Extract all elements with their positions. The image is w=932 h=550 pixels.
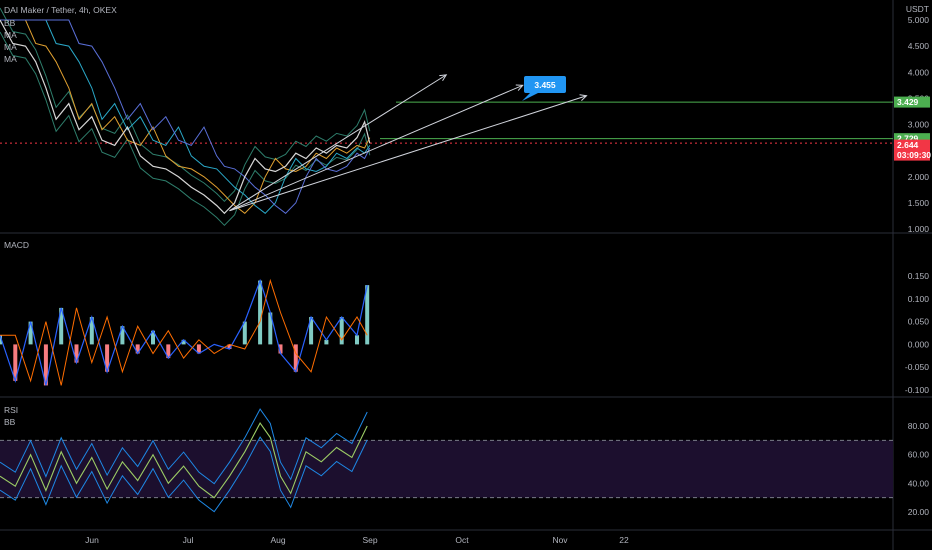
macd-histogram-bar [28, 321, 33, 345]
price-line[interactable] [0, 19, 371, 215]
time-tick-label: Aug [270, 535, 285, 545]
macd-histogram-bar [13, 344, 18, 381]
indicator-ma1-label[interactable]: MA [4, 30, 17, 40]
macd-histogram-bar [59, 307, 64, 345]
macd-histogram-bar [135, 344, 140, 354]
trend-arrow-head [515, 84, 524, 91]
currency-label: USDT [906, 4, 929, 14]
macd-histogram-bar [268, 312, 273, 345]
price-tag-label: 2.729 [897, 134, 919, 144]
indicator-bb-label[interactable]: BB [4, 18, 16, 28]
ma-orange-line [0, 19, 371, 214]
price-tick-label: 4.000 [908, 67, 930, 77]
callout-label: 3.455 [534, 80, 556, 90]
rsi-tick-label: 80.00 [908, 421, 930, 431]
rsi-bb-upper-line [0, 408, 368, 485]
rsi-bb-lower-line [0, 436, 368, 513]
macd-histogram-bar [355, 335, 359, 345]
macd-histogram-bar [181, 339, 186, 345]
macd-histogram-bar [166, 344, 171, 359]
ma-blue-line [0, 19, 371, 214]
time-tick-label: 22 [619, 535, 629, 545]
macd-histogram-bar [278, 344, 283, 354]
trend-arrow-line[interactable] [229, 74, 447, 212]
macd-histogram-bar [105, 344, 110, 372]
rsi-line[interactable] [0, 422, 368, 499]
macd-signal-line [0, 278, 368, 386]
time-tick-label: Jul [183, 535, 194, 545]
callout-pointer [522, 93, 538, 101]
macd-histogram-bar [89, 317, 94, 345]
trend-arrow-line[interactable] [229, 84, 523, 212]
macd-tick-label: 0.150 [908, 271, 930, 281]
price-tick-label: 2.000 [908, 172, 930, 182]
price-tag-bg [894, 139, 930, 151]
callout-box [524, 76, 566, 93]
macd-tick-label: 0.050 [908, 317, 930, 327]
macd-pane-label[interactable]: MACD [4, 240, 30, 250]
price-tag-label: 3.429 [897, 97, 919, 107]
price-tag[interactable]: 3.429 [894, 96, 930, 108]
macd-histogram-bar [74, 344, 79, 363]
time-tick-label: Jun [85, 535, 99, 545]
rsi-pane-label[interactable]: RSI [4, 405, 19, 415]
macd-histogram-bar [227, 344, 232, 349]
price-tick-label: 3.000 [908, 120, 930, 130]
price-tag[interactable]: 03:09:30 [894, 149, 931, 161]
price-tag-bg [894, 149, 930, 161]
macd-histogram-bar [43, 344, 48, 386]
macd-line[interactable] [0, 278, 368, 386]
price-tag[interactable]: 2.729 [894, 133, 930, 145]
macd-histogram-bar [309, 317, 314, 345]
macd-histogram-bar [339, 317, 344, 345]
macd-histogram-bar [293, 344, 298, 372]
price-tick-label: 1.000 [908, 224, 930, 234]
ma-teal-line [0, 19, 371, 214]
price-tick-label: 5.000 [908, 15, 930, 25]
macd-histogram-bar [242, 321, 247, 345]
time-tick-label: Oct [455, 535, 469, 545]
trend-arrow-head [579, 94, 588, 101]
price-tag-label: 2.644 [897, 140, 919, 150]
indicator-ma2-label[interactable]: MA [4, 42, 17, 52]
price-tick-label: 1.500 [908, 198, 930, 208]
price-callout[interactable]: 3.455 [522, 76, 566, 101]
macd-tick-label: -0.050 [905, 362, 929, 372]
symbol-title[interactable]: DAI Maker / Tether, 4h, OKEX [4, 5, 117, 15]
price-tag[interactable]: 2.644 [894, 139, 930, 151]
macd-histogram-bar [258, 280, 263, 345]
price-tag-bg [894, 133, 930, 145]
rsi-tick-label: 40.00 [908, 478, 930, 488]
price-tag-bg [894, 96, 930, 108]
price-tick-label: 4.500 [908, 41, 930, 51]
macd-histogram-bar [120, 326, 125, 345]
price-tag-label: 03:09:30 [897, 150, 931, 160]
rsi-tick-label: 20.00 [908, 507, 930, 517]
rsi-bb-label[interactable]: BB [4, 417, 16, 427]
macd-histogram-bar [365, 285, 370, 345]
bb-upper-line [0, 7, 371, 203]
trend-arrow-head [439, 74, 448, 82]
time-tick-label: Nov [552, 535, 568, 545]
rsi-band-fill [0, 440, 893, 498]
macd-tick-label: 0.100 [908, 294, 930, 304]
macd-tick-label: -0.100 [905, 385, 929, 395]
macd-histogram-bar [324, 339, 329, 345]
rsi-tick-label: 60.00 [908, 450, 930, 460]
macd-tick-label: 0.000 [908, 339, 930, 349]
time-tick-label: Sep [362, 535, 377, 545]
trend-arrow-line[interactable] [229, 95, 587, 212]
macd-histogram-bar [196, 344, 201, 354]
macd-histogram-bar [151, 330, 155, 345]
indicator-ma3-label[interactable]: MA [4, 54, 17, 64]
